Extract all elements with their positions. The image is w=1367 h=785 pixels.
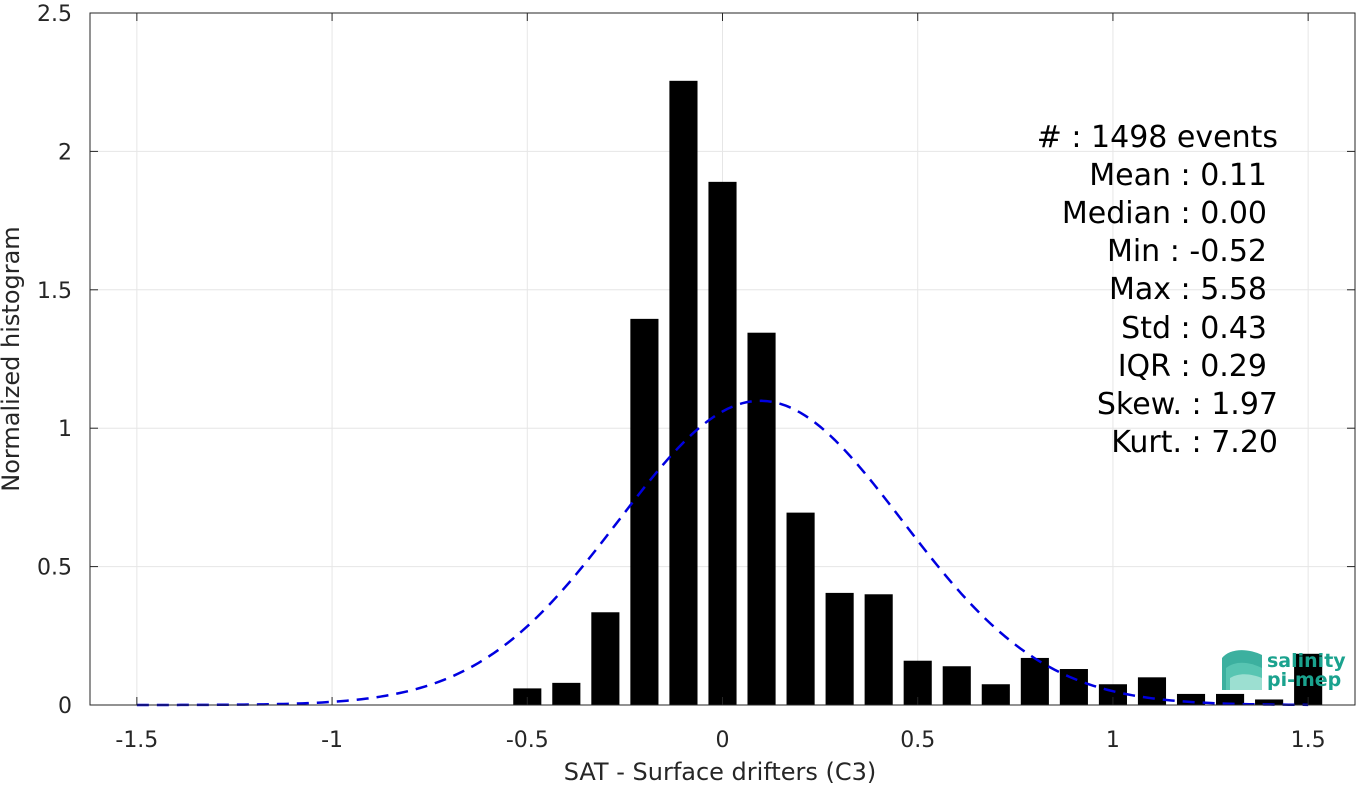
histogram-bar-20 [1294, 653, 1323, 705]
logo-line1: salinity [1267, 650, 1346, 672]
x-tick-label-1: -1 [321, 728, 343, 753]
logo-line2: pi-mep [1267, 669, 1341, 691]
stats-mean: Mean : 0.11 [1089, 158, 1267, 193]
y-tick-label-2: 1 [58, 417, 72, 442]
stats-panel: # : 1498 events Mean : 0.11 Median : 0.0… [1037, 120, 1278, 460]
histogram-bar-11 [942, 666, 971, 705]
histogram-bars [513, 80, 1323, 706]
histogram-bar-12 [981, 684, 1010, 705]
histogram-bar-1 [552, 682, 581, 705]
histogram-bar-4 [669, 80, 698, 706]
x-tick-label-6: 1.5 [1291, 728, 1326, 753]
histogram-bar-5 [708, 181, 737, 705]
histogram-bar-16 [1137, 677, 1167, 705]
histogram-bar-7 [786, 512, 815, 705]
histogram-bar-18 [1216, 693, 1245, 705]
x-tick-label-0: -1.5 [115, 728, 158, 753]
histogram-bar-19 [1255, 699, 1284, 705]
gaussian-fit-curve [136, 399, 1309, 707]
histogram-bar-9 [864, 594, 893, 705]
histogram-bar-0 [513, 688, 542, 705]
stats-median: Median : 0.00 [1062, 196, 1267, 231]
histogram-bar-14 [1059, 669, 1088, 705]
y-tick-label-4: 2 [58, 140, 72, 165]
histogram-bar-17 [1176, 693, 1206, 705]
y-tick-label-1: 0.5 [37, 556, 72, 581]
x-axis-label: SAT - Surface drifters (C3) [564, 758, 877, 785]
y-tick-label-0: 0 [58, 694, 72, 719]
y-axis-label: Normalized histogram [0, 226, 25, 491]
stats-min: Min : -0.52 [1107, 234, 1267, 269]
histogram-bar-2 [591, 612, 620, 705]
x-tick-label-2: -0.5 [506, 728, 549, 753]
axis-ticks: -1.5 -1 -0.5 0 0.5 1 1.5 0 0.5 1 1.5 2 2.5 [37, 2, 1355, 753]
stats-kurt: Kurt. : 7.20 [1111, 425, 1278, 460]
stats-count: # : 1498 events [1037, 120, 1278, 155]
y-tick-label-3: 1.5 [37, 279, 72, 304]
y-tick-label-5: 2.5 [37, 2, 72, 27]
stats-max: Max : 5.58 [1109, 272, 1267, 307]
wave-logo-icon [1222, 650, 1262, 690]
stats-skew: Skew. : 1.97 [1097, 387, 1278, 422]
histogram-bar-3 [630, 318, 659, 705]
histogram-bar-8 [825, 592, 854, 705]
stats-std: Std : 0.43 [1121, 311, 1267, 346]
salinity-pi-mep-logo: salinity pi-mep [1222, 650, 1346, 691]
histogram-bar-13 [1020, 657, 1049, 705]
stats-iqr: IQR : 0.29 [1118, 349, 1267, 384]
histogram-bar-6 [747, 332, 776, 705]
x-tick-label-4: 0.5 [900, 728, 935, 753]
x-tick-label-3: 0 [716, 728, 730, 753]
x-tick-label-5: 1 [1106, 728, 1120, 753]
